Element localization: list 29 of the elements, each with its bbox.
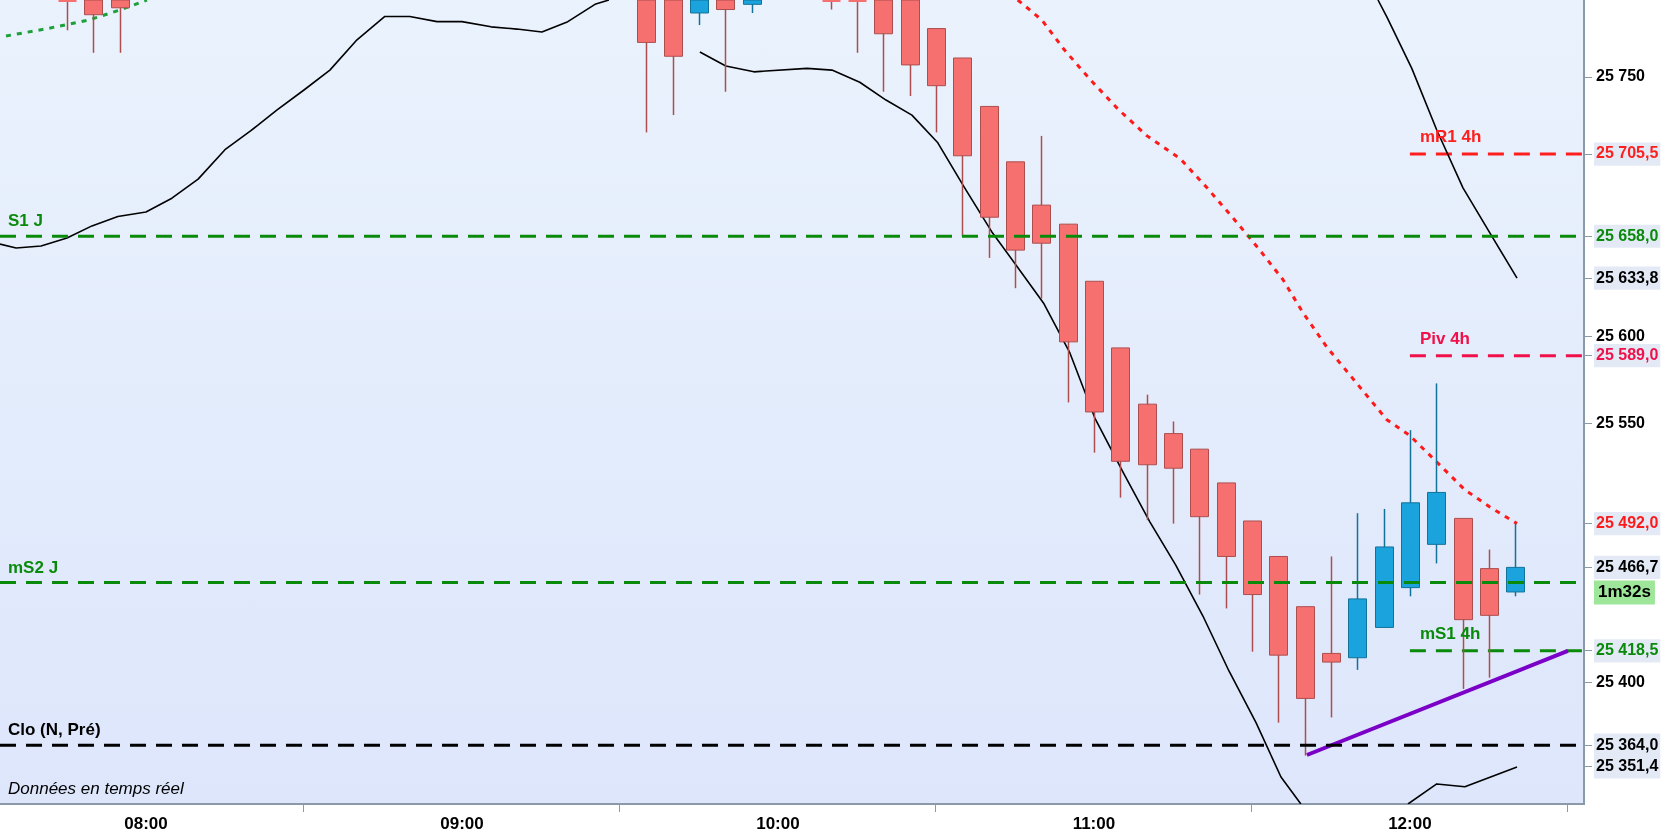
y-tick-label: 25 364,0 (1596, 735, 1659, 753)
x-tick-label: 10:00 (756, 813, 800, 833)
candlestick (716, 0, 735, 93)
y-tick-label: 25 658,0 (1596, 226, 1659, 244)
x-tick-label: 11:00 (1072, 813, 1116, 833)
y-tick-label: 25 492,0 (1596, 514, 1659, 531)
ref-line-label: mS2 J (8, 557, 59, 577)
x-tick-label: 09:00 (440, 813, 484, 833)
y-tick-label: 25 750 (1596, 67, 1646, 85)
y-tick-label: 25 466,7 (1596, 557, 1659, 575)
y-tick-label: 25 550 (1596, 413, 1646, 431)
y-tick-label: 25 400 (1596, 673, 1646, 691)
ref-line-label: S1 J (8, 211, 43, 231)
y-tick-label: 25 351,4 (1596, 757, 1659, 775)
text: 1m32s (1598, 582, 1651, 602)
line-series (1016, 0, 1519, 526)
candlestick (57, 0, 78, 32)
y-tick-label: 25 589,0 (1596, 346, 1659, 364)
series-label: Piv 4h (1419, 328, 1470, 348)
annotation: Données en temps réel (8, 779, 185, 799)
candlestick (847, 0, 868, 54)
y-tick-label: 25 633,8 (1596, 268, 1659, 286)
y-tick-label: 25 705,5 (1596, 144, 1659, 162)
y-tick-label: 25 600 (1596, 327, 1646, 345)
ref-line-label: Clo (N, Pré) (8, 720, 101, 740)
line-series (4, 0, 149, 38)
x-tick-label: 08:00 (124, 813, 168, 833)
y-tick-label: 25 418,5 (1596, 641, 1659, 659)
x-tick-label: 12:00 (1388, 813, 1432, 833)
